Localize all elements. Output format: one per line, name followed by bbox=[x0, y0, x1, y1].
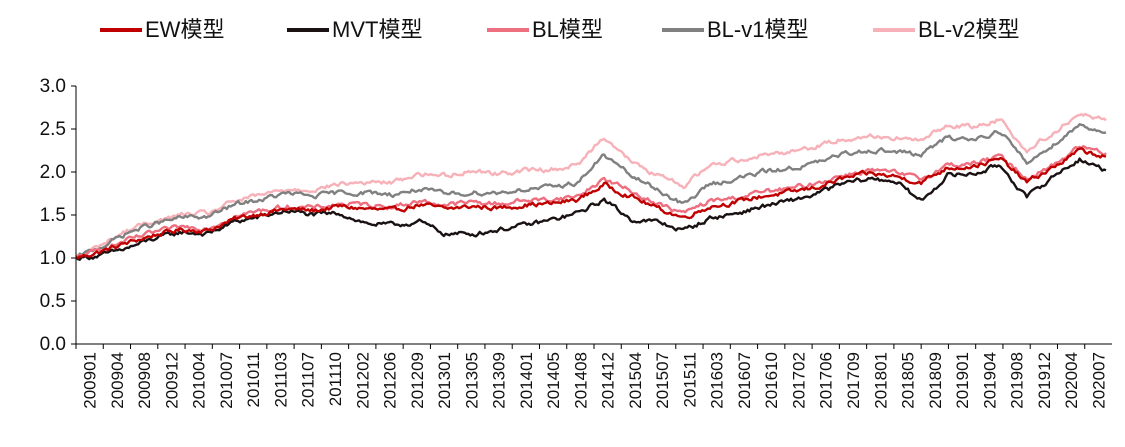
x-tick-label: 201206 bbox=[381, 352, 400, 409]
x-tick-label: 201610 bbox=[762, 352, 781, 409]
x-tick-label: 200912 bbox=[162, 352, 181, 409]
x-tick-label: 201103 bbox=[271, 352, 290, 407]
x-tick-label: 201309 bbox=[490, 352, 509, 409]
y-axis-ticks: 0.0 0.5 1.0 1.5 2.0 2.5 3.0 bbox=[40, 76, 76, 355]
legend-label-0: EW模型 bbox=[145, 17, 224, 42]
x-axis-ticks: 200901 200904 200908 200912 201004 201007 2010… bbox=[75, 344, 1108, 409]
x-tick-label: 201011 bbox=[244, 352, 263, 407]
x-tick-label: 200901 bbox=[81, 352, 100, 409]
legend: EW模型 MVT模型 BL模型 BL-v1模型 BL-v2模型 bbox=[100, 17, 1019, 42]
x-tick-label: 200908 bbox=[135, 352, 154, 409]
x-tick-label: 201706 bbox=[817, 352, 836, 409]
y-tick-label: 2.0 bbox=[40, 162, 66, 183]
x-tick-label: 201004 bbox=[190, 352, 209, 409]
x-tick-label: 201904 bbox=[980, 352, 999, 409]
series-line-4 bbox=[76, 112, 1107, 258]
x-tick-label: 201702 bbox=[789, 352, 808, 409]
x-tick-label: 201301 bbox=[435, 352, 454, 409]
x-tick-label: 201709 bbox=[844, 352, 863, 409]
y-tick-label: 1.0 bbox=[40, 248, 66, 269]
y-tick-label: 0.5 bbox=[40, 291, 66, 312]
x-tick-label: 201805 bbox=[899, 352, 918, 409]
x-tick-label: 201607 bbox=[735, 352, 754, 409]
y-tick-label: 0.0 bbox=[40, 334, 66, 355]
x-tick-label: 201305 bbox=[462, 352, 481, 409]
x-tick-label: 200904 bbox=[108, 352, 127, 409]
x-tick-label: 201901 bbox=[953, 352, 972, 409]
x-tick-label: 201603 bbox=[708, 352, 727, 409]
x-tick-label: 201809 bbox=[926, 352, 945, 409]
x-tick-label: 201801 bbox=[871, 352, 890, 409]
x-tick-label: 201507 bbox=[653, 352, 672, 409]
x-tick-label: 201511 bbox=[680, 352, 699, 407]
x-tick-label: 202007 bbox=[1089, 352, 1108, 409]
series-layer bbox=[75, 112, 1107, 261]
x-tick-label: 201912 bbox=[1035, 352, 1054, 409]
x-tick-label: 201110 bbox=[326, 352, 345, 406]
y-tick-label: 1.5 bbox=[40, 205, 66, 226]
series-line-0 bbox=[75, 147, 1107, 260]
y-tick-label: 3.0 bbox=[40, 76, 66, 97]
x-tick-label: 202004 bbox=[1062, 352, 1081, 409]
series-line-1 bbox=[75, 157, 1107, 261]
x-tick-label: 201107 bbox=[299, 352, 318, 407]
x-tick-label: 201908 bbox=[1008, 352, 1027, 409]
y-tick-label: 2.5 bbox=[40, 119, 66, 140]
x-tick-label: 201401 bbox=[517, 352, 536, 409]
x-tick-label: 201504 bbox=[626, 352, 645, 409]
x-tick-label: 201202 bbox=[353, 352, 372, 409]
series-line-3 bbox=[75, 123, 1107, 258]
legend-label-2: BL模型 bbox=[532, 17, 603, 42]
x-tick-label: 201405 bbox=[544, 352, 563, 409]
legend-label-3: BL-v1模型 bbox=[707, 17, 808, 42]
legend-label-4: BL-v2模型 bbox=[918, 17, 1019, 42]
x-tick-label: 201007 bbox=[217, 352, 236, 409]
x-tick-label: 201408 bbox=[571, 352, 590, 409]
x-tick-label: 201412 bbox=[599, 352, 618, 409]
legend-label-1: MVT模型 bbox=[332, 17, 422, 42]
x-tick-label: 201209 bbox=[408, 352, 427, 409]
series-line-2 bbox=[75, 145, 1107, 258]
